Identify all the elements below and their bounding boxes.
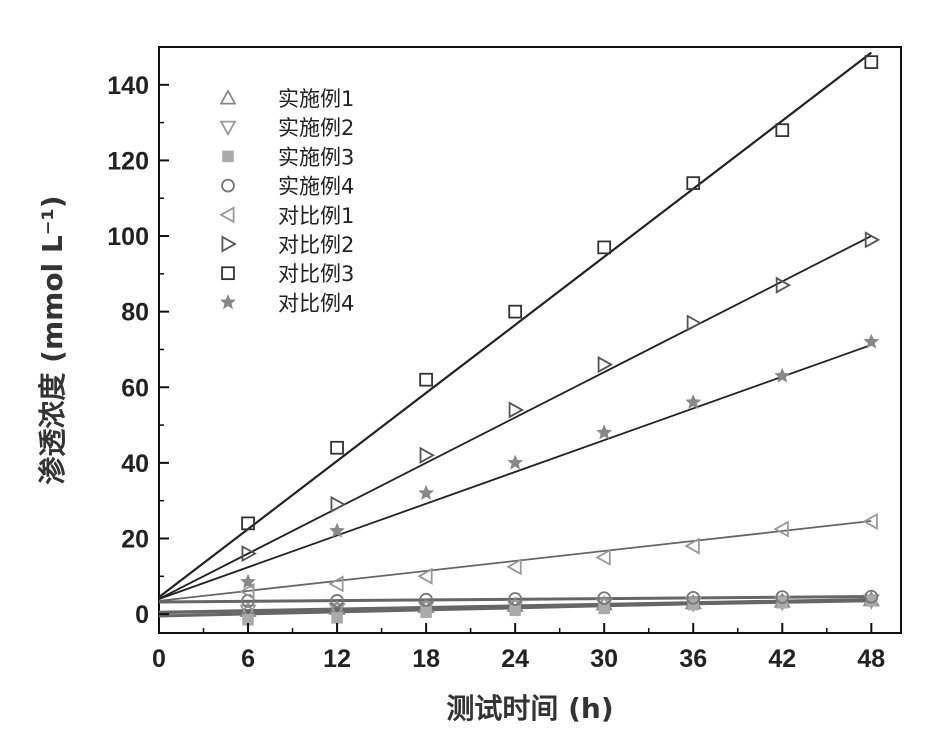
y-tick-label: 60	[121, 374, 149, 402]
legend-marker	[221, 91, 235, 104]
y-tick-label: 20	[121, 525, 149, 553]
y-tick-label: 100	[107, 223, 149, 251]
data-point	[687, 177, 699, 189]
legend-marker	[223, 151, 234, 162]
data-point	[420, 486, 433, 499]
data-point	[776, 124, 788, 136]
data-point	[776, 369, 789, 382]
legend-label: 实施例4	[278, 175, 354, 199]
data-point	[598, 426, 611, 439]
legend-label: 对比例2	[278, 233, 354, 257]
data-point	[598, 241, 610, 253]
fit-line-7	[159, 53, 871, 597]
legend-marker	[222, 237, 235, 251]
data-point	[330, 577, 343, 591]
data-point	[597, 550, 610, 564]
data-point	[331, 442, 343, 454]
data-point	[421, 607, 432, 618]
legend-marker	[221, 295, 234, 308]
data-point	[332, 613, 343, 624]
x-tick-label: 42	[768, 645, 796, 673]
data-point	[865, 56, 877, 68]
legend: 实施例1 实施例2 实施例3 实施例4 对比例1 对比例2 对比例3 对比例4	[221, 87, 354, 315]
x-tick-label: 24	[501, 645, 529, 673]
data-point	[420, 374, 432, 386]
y-tick-label: 80	[121, 299, 149, 327]
x-tick-label: 12	[323, 645, 351, 673]
legend-marker	[222, 180, 234, 192]
fit-lines	[159, 53, 871, 616]
legend-marker	[221, 208, 234, 222]
y-axis-title: 渗透浓度 (mmol L⁻¹)	[36, 195, 69, 484]
legend-label: 对比例4	[278, 291, 354, 315]
legend-label: 实施例3	[278, 145, 354, 169]
x-tick-label: 30	[590, 645, 618, 673]
y-tick-label: 120	[107, 147, 149, 175]
legend-label: 实施例2	[278, 116, 354, 140]
y-tick-label: 0	[135, 601, 149, 629]
data-point	[509, 306, 521, 318]
legend-label: 对比例3	[278, 262, 354, 286]
legend-marker	[221, 122, 235, 135]
data-point	[510, 605, 521, 616]
plot-frame	[159, 47, 901, 633]
y-tick-label: 40	[121, 450, 149, 478]
fit-line-6	[159, 236, 871, 599]
x-tick-label: 36	[679, 645, 707, 673]
data-markers	[241, 56, 878, 625]
y-tick-label: 140	[107, 72, 149, 100]
data-point	[509, 456, 522, 469]
x-tick-label: 18	[412, 645, 440, 673]
legend-label: 对比例1	[278, 204, 354, 228]
data-point	[775, 522, 788, 536]
legend-label: 实施例1	[278, 87, 354, 111]
x-tick-label: 6	[241, 645, 255, 673]
x-axis-title: 测试时间 (h)	[446, 692, 613, 725]
legend-marker	[222, 267, 234, 279]
x-tick-label: 48	[857, 645, 885, 673]
data-point	[866, 233, 879, 247]
x-tick-label: 0	[152, 645, 166, 673]
data-point	[242, 517, 254, 529]
